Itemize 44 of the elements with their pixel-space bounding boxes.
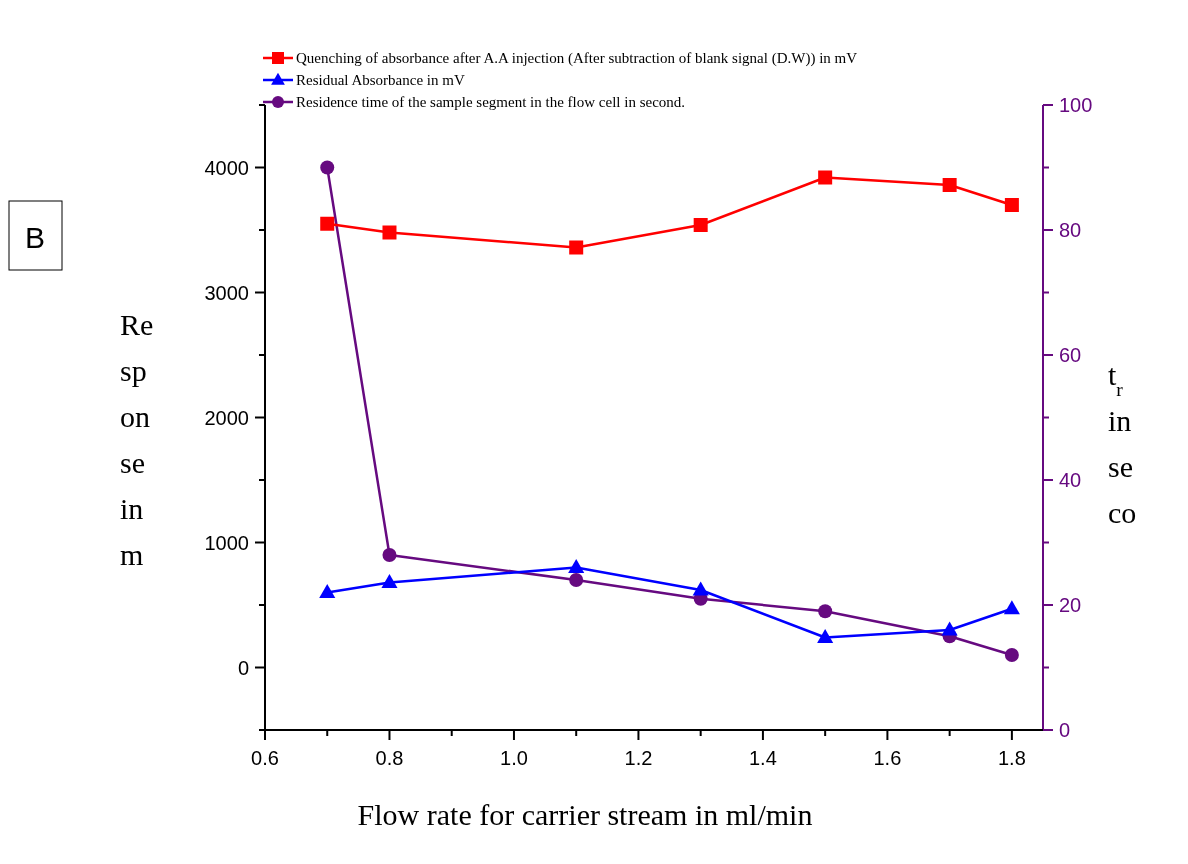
x-tick-label: 1.0 [500, 747, 528, 769]
x-tick-label: 1.2 [624, 747, 653, 769]
point [818, 170, 833, 185]
x-tick-label: 1.8 [997, 747, 1026, 769]
x-axis-title: Flow rate for carrier stream in ml/min [357, 798, 813, 831]
y-axis-title: Re sp on se in m [120, 308, 154, 571]
y2-tick-label: 60 [1059, 344, 1082, 366]
y2-tick-label: 0 [1059, 719, 1071, 741]
point [693, 218, 708, 232]
point [941, 621, 958, 636]
y-tick-label: 3000 [204, 281, 249, 304]
legend-label: Quenching of absorbance after A.A injection (After subtraction of blank signal (D.W)) in mV [296, 50, 858, 67]
y2-tick-label: 100 [1059, 94, 1093, 116]
y-tick-label: 0 [237, 656, 249, 679]
point [1003, 600, 1020, 615]
legend-label: Residence time of the sample segment in the flow cell in second. [296, 94, 686, 110]
point [692, 581, 709, 596]
point [818, 604, 833, 619]
point [381, 574, 398, 589]
y-tick-label: 4000 [204, 156, 249, 179]
x-tick-label: 0.6 [251, 747, 279, 769]
point [569, 240, 584, 255]
x-tick-label: 1.6 [873, 747, 902, 769]
point [817, 629, 834, 644]
y2-axis-title: t$_{r}$ in se co [1108, 358, 1137, 529]
y2-tick-label: 20 [1059, 594, 1082, 616]
y2-tick-label: 80 [1059, 219, 1082, 241]
point [320, 160, 335, 175]
point [1004, 198, 1019, 212]
x-tick-label: 0.8 [375, 747, 404, 769]
point [568, 559, 585, 574]
y-tick-label: 2000 [204, 406, 249, 429]
y-tick-label: 1000 [204, 531, 249, 554]
point [382, 225, 397, 240]
legend-label: Residual Absorbance in mV [296, 72, 465, 88]
x-tick-label: 1.4 [749, 747, 777, 769]
text: B [24, 221, 46, 254]
point [319, 584, 336, 599]
point [569, 573, 584, 587]
point [1004, 648, 1019, 662]
point [382, 548, 397, 562]
y2-tick-label: 40 [1059, 469, 1082, 491]
point [320, 216, 335, 231]
point [942, 178, 957, 192]
